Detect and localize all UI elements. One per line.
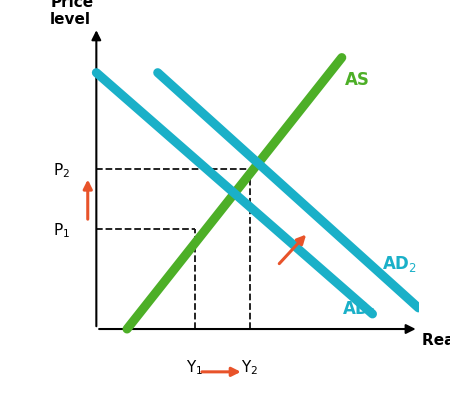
- Text: Price
level: Price level: [50, 0, 93, 27]
- Text: Y$_2$: Y$_2$: [241, 358, 258, 376]
- Text: AD$_2$: AD$_2$: [382, 253, 417, 273]
- Text: P$_2$: P$_2$: [53, 160, 70, 179]
- Text: AS: AS: [345, 70, 370, 88]
- Text: AD$_1$: AD$_1$: [342, 298, 377, 318]
- Text: Real output: Real output: [422, 332, 450, 347]
- Text: P$_1$: P$_1$: [53, 221, 70, 239]
- Text: Y$_1$: Y$_1$: [186, 358, 203, 376]
